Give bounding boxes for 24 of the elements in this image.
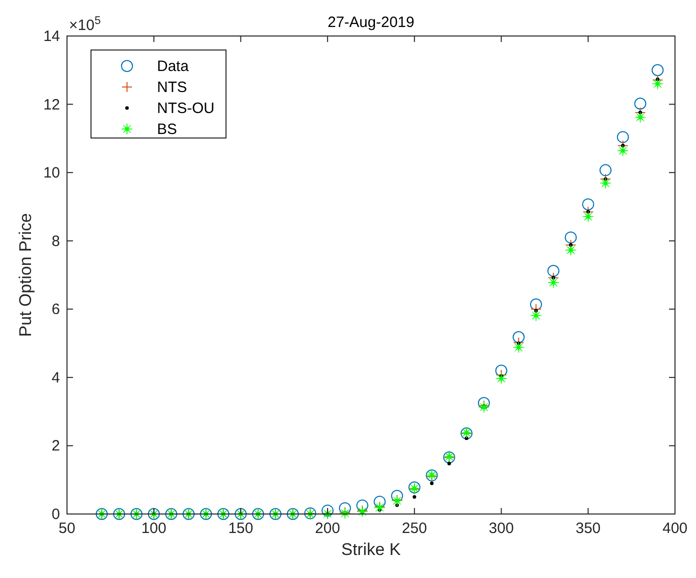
y-axis-title: Put Option Price	[16, 213, 35, 337]
y-tick-label: 6	[52, 301, 60, 318]
legend-label: BS	[157, 121, 178, 138]
text: ×10$^{5}$	[69, 15, 101, 34]
x-axis-title: Strike K	[341, 540, 402, 559]
x-tick-label: 200	[315, 520, 340, 537]
x-tick-label: 150	[228, 520, 254, 537]
legend-label: Data	[157, 58, 190, 75]
legend-label: NTS-OU	[157, 100, 214, 117]
x-tick-label: 50	[58, 520, 76, 537]
x-tick-label: 400	[662, 520, 688, 537]
legend-label: NTS	[157, 79, 187, 96]
chart-title: 27-Aug-2019	[328, 14, 414, 31]
x-tick-label: 100	[141, 520, 166, 537]
x-tick-label: 300	[488, 520, 514, 537]
y-tick-label: 12	[43, 96, 60, 114]
y-tick-label: 8	[52, 232, 60, 250]
x-tick-label: 250	[402, 520, 427, 537]
y-tick-label: 10	[43, 164, 60, 182]
y-tick-label: 2	[52, 438, 60, 455]
y-tick-label: 14	[43, 28, 60, 45]
x-tick-label: 350	[576, 520, 601, 537]
y-tick-label: 4	[52, 369, 60, 386]
y-tick-label: 0	[52, 506, 60, 523]
